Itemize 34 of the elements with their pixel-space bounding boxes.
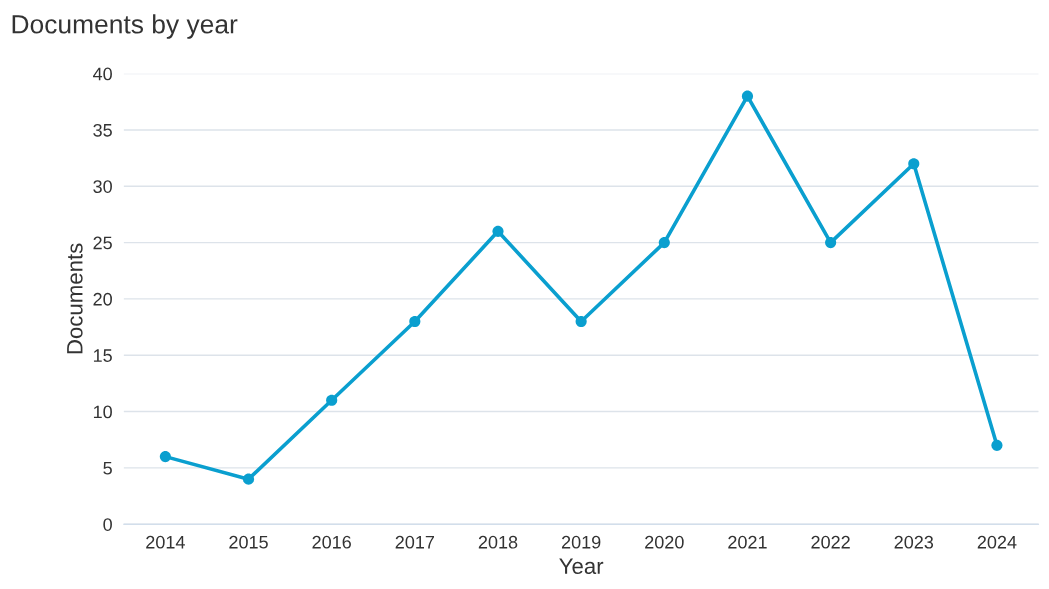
x-tick-label: 2023 [894, 535, 934, 549]
point [991, 439, 1003, 451]
x-axis-title: Year [559, 558, 604, 575]
x-tick-label: 2014 [146, 535, 185, 549]
y-tick-label: 5 [103, 462, 112, 475]
y-tick-label: 25 [93, 236, 112, 250]
point [242, 473, 255, 485]
y-tick-label: 30 [93, 180, 112, 193]
y-axis-title: Documents [67, 243, 83, 354]
x-tick-label: 2020 [645, 535, 684, 549]
x-tick-label: 2022 [811, 535, 850, 549]
x-tick-label: 2019 [561, 535, 601, 549]
x-tick-label: 2021 [728, 535, 767, 549]
x-tick-label: 2017 [395, 535, 435, 549]
point [908, 158, 920, 170]
point [159, 451, 171, 463]
y-tick-label: 10 [93, 405, 112, 419]
x-tick-label: 2024 [977, 535, 1017, 549]
point [492, 225, 504, 237]
point [409, 315, 421, 327]
point [825, 237, 837, 249]
y-tick-label: 35 [93, 123, 112, 137]
point [741, 90, 754, 102]
y-tick-label: 15 [93, 349, 112, 362]
point [326, 394, 338, 406]
point [658, 237, 670, 249]
y-tick-label: 20 [93, 292, 112, 306]
x-tick-label: 2016 [312, 535, 351, 549]
x-tick-label: 2018 [478, 535, 518, 549]
chart-title: Documents by year [12, 14, 238, 39]
y-tick-label: 0 [103, 518, 112, 531]
x-tick-label: 2015 [229, 535, 268, 549]
y-tick-label: 40 [93, 67, 112, 81]
point [575, 315, 587, 327]
